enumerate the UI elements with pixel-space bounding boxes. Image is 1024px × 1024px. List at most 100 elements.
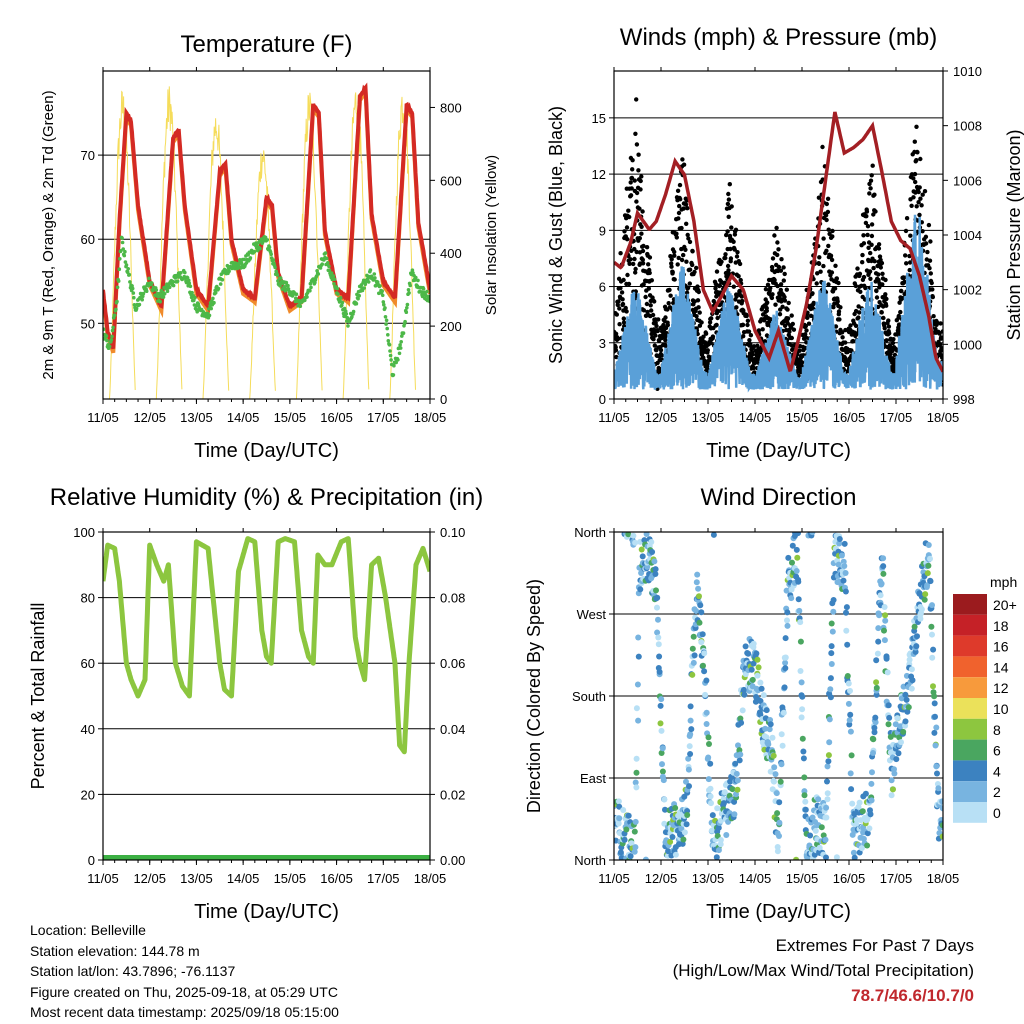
direction-point	[767, 768, 774, 775]
gust-point	[674, 235, 679, 240]
y2-tick-label: 0.02	[440, 787, 465, 802]
gust-point	[633, 270, 638, 275]
gust-point	[879, 260, 885, 266]
legend-label: 10	[993, 701, 1009, 717]
direction-point	[890, 786, 896, 793]
gust-point	[620, 301, 626, 307]
td2m-point	[425, 289, 429, 294]
td2m-point	[278, 276, 283, 280]
gust-point	[860, 260, 865, 265]
gust-point	[884, 338, 889, 343]
y-tick-label: East	[580, 771, 606, 786]
td2m-point	[386, 333, 390, 337]
direction-point	[633, 755, 640, 762]
td2m-point	[175, 279, 180, 284]
gust-point	[726, 268, 731, 273]
direction-point	[657, 720, 664, 727]
td2m-point	[141, 291, 146, 296]
x-axis-label: Time (Day/UTC)	[706, 440, 851, 462]
direction-point	[773, 790, 780, 797]
direction-point	[785, 554, 792, 561]
td2m-point	[332, 282, 336, 286]
td2m-point	[416, 278, 420, 283]
direction-point	[801, 792, 808, 799]
gust-point	[637, 236, 642, 241]
gust-point	[646, 286, 651, 291]
td2m-point	[111, 325, 115, 330]
gust-point	[930, 294, 935, 300]
gust-point	[886, 318, 891, 323]
gust-point	[804, 328, 809, 333]
direction-point	[929, 654, 936, 661]
direction-point	[616, 815, 623, 822]
direction-point	[745, 650, 752, 657]
direction-point	[686, 783, 692, 790]
direction-point	[793, 856, 800, 860]
y2-tick-label: 0	[440, 392, 447, 407]
gust-point	[625, 272, 630, 278]
gust-point	[821, 236, 826, 241]
gust-point	[778, 282, 784, 287]
gust-point	[739, 294, 744, 299]
direction-point	[625, 532, 632, 538]
y-tick-label: 6	[599, 280, 606, 295]
gust-point	[833, 263, 838, 268]
td2m-point	[252, 249, 257, 254]
gust-point	[820, 144, 825, 150]
y2-tick-label: 0.06	[440, 656, 465, 671]
direction-point	[691, 652, 698, 659]
gust-point	[714, 322, 719, 328]
td2m-point	[113, 313, 117, 318]
direction-point	[709, 812, 716, 819]
td2m-point	[184, 280, 189, 285]
x-tick-label: 13/05	[180, 871, 213, 886]
td2m-point	[362, 286, 367, 290]
gust-point	[685, 206, 690, 211]
direction-point	[763, 734, 770, 741]
gust-point	[884, 303, 889, 308]
legend-label: 6	[993, 743, 1001, 759]
extremes-subheading: (High/Low/Max Wind/Total Precipitation)	[672, 961, 974, 980]
gust-point	[911, 195, 916, 200]
direction-point	[648, 539, 655, 545]
direction-point	[740, 686, 747, 693]
gust-point	[663, 337, 668, 343]
y2-tick-label: 1002	[953, 283, 982, 298]
td2m-point	[368, 268, 373, 272]
td2m-point	[120, 240, 125, 245]
x-tick-label: 14/05	[227, 410, 260, 425]
direction-point	[846, 717, 853, 724]
gust-point	[697, 310, 702, 315]
direction-point	[898, 739, 904, 746]
direction-point	[903, 696, 910, 703]
y2-tick-label: 1006	[953, 173, 982, 188]
y2-tick-label: 1000	[953, 337, 982, 352]
gust-point	[940, 347, 943, 352]
gust-point	[883, 277, 888, 283]
gust-point	[864, 214, 869, 219]
direction-point	[871, 729, 878, 736]
direction-point	[659, 768, 666, 775]
rh-line	[103, 536, 430, 755]
gust-point	[634, 190, 640, 196]
direction-point	[812, 827, 819, 834]
direction-point	[635, 717, 642, 724]
gust-point	[649, 308, 654, 313]
legend-swatch	[953, 739, 987, 761]
gust-point	[765, 282, 771, 287]
direction-point	[809, 532, 816, 536]
td2m-point	[383, 315, 388, 319]
direction-point	[708, 800, 714, 807]
gust-point	[903, 253, 908, 258]
gust-point	[638, 187, 643, 192]
gust-point	[912, 171, 918, 177]
direction-point	[638, 546, 645, 553]
direction-point	[900, 728, 907, 735]
gust-point	[697, 323, 703, 328]
direction-point	[658, 696, 665, 703]
gust-point	[681, 252, 686, 258]
legend-swatch	[953, 677, 987, 698]
direction-point	[762, 725, 769, 732]
gust-point	[868, 250, 873, 256]
direction-point	[735, 742, 741, 749]
